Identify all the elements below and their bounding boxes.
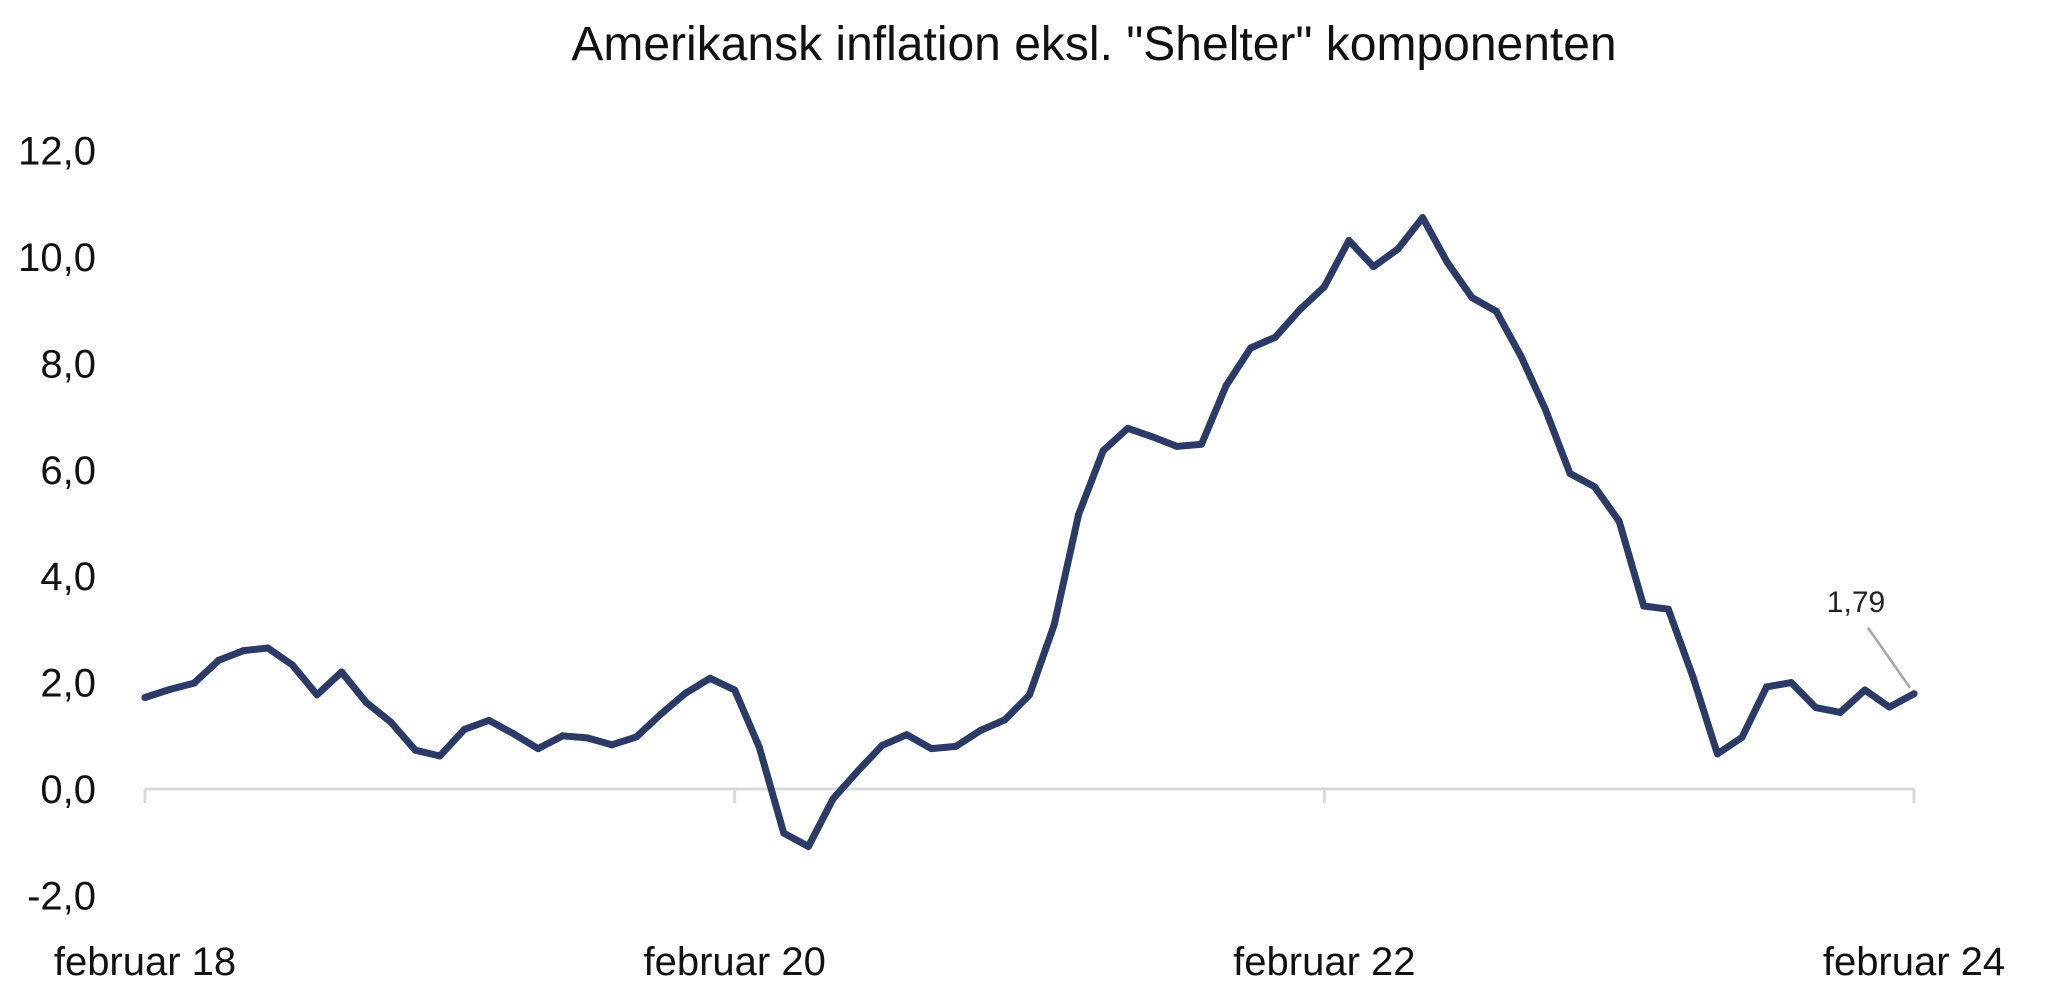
- data-point: [1173, 442, 1181, 450]
- y-tick-label: 10,0: [18, 236, 96, 280]
- data-point: [1419, 214, 1427, 222]
- data-point: [1492, 307, 1500, 315]
- data-point: [1197, 440, 1205, 448]
- data-point: [1836, 708, 1844, 716]
- data-point: [1124, 424, 1132, 432]
- data-point: [141, 693, 149, 701]
- y-tick-label: -2,0: [27, 874, 96, 918]
- data-point: [460, 725, 468, 733]
- data-point: [362, 698, 370, 706]
- data-point: [682, 689, 690, 697]
- y-tick-label: 0,0: [40, 768, 96, 812]
- data-point: [1763, 683, 1771, 691]
- data-point: [1517, 352, 1525, 360]
- data-point: [1394, 245, 1402, 253]
- data-point: [1026, 691, 1033, 699]
- annotation-layer: 1,79: [1827, 586, 1912, 689]
- data-point: [927, 745, 935, 753]
- data-point: [829, 795, 837, 803]
- y-axis-tick-labels: -2,0 0,0 2,0 4,0 6,0 8,0 10,0 12,0: [18, 130, 96, 919]
- data-point: [1443, 258, 1451, 266]
- data-point: [976, 726, 984, 734]
- series-line: [141, 214, 1918, 850]
- data-point: [1222, 382, 1230, 390]
- data-point: [755, 743, 763, 751]
- y-tick-label: 4,0: [40, 555, 96, 599]
- data-point: [780, 829, 788, 837]
- data-point: [1271, 333, 1279, 341]
- data-point: [706, 674, 714, 682]
- data-point: [485, 716, 493, 724]
- data-point: [1640, 602, 1648, 610]
- data-point: [608, 741, 616, 749]
- data-point: [1247, 344, 1255, 352]
- data-point: [1148, 433, 1156, 441]
- x-axis: februar 18 februar 20 februar 22 februar 24: [54, 787, 2005, 984]
- data-point: [1320, 283, 1328, 291]
- data-point: [1541, 406, 1549, 414]
- y-tick-label: 2,0: [40, 662, 96, 706]
- data-point: [583, 734, 591, 742]
- data-point: [1713, 750, 1721, 758]
- data-point: [903, 731, 911, 739]
- x-tick-label: februar 24: [1823, 940, 2005, 984]
- data-point: [1885, 703, 1893, 711]
- data-point: [1345, 237, 1353, 245]
- data-point: [878, 741, 886, 749]
- data-point: [1615, 517, 1623, 525]
- data-point: [166, 686, 174, 694]
- data-point: [1812, 704, 1820, 712]
- data-point: [1591, 483, 1599, 491]
- data-point: [387, 718, 395, 726]
- x-tick-label: februar 20: [643, 940, 825, 984]
- chart-title: Amerikansk inflation eksl. "Shelter" kom…: [571, 18, 1616, 71]
- x-tick-label: februar 22: [1233, 940, 1415, 984]
- data-point: [1369, 263, 1377, 271]
- data-point: [1099, 447, 1107, 455]
- data-point: [1050, 621, 1058, 629]
- data-point: [632, 733, 640, 741]
- data-point: [559, 732, 567, 740]
- x-tick-label: februar 18: [54, 940, 236, 984]
- data-point: [1468, 293, 1476, 301]
- data-point: [1861, 686, 1869, 694]
- data-point: [804, 842, 812, 850]
- data-point: [854, 767, 862, 775]
- data-point: [1689, 673, 1697, 681]
- data-point: [1664, 605, 1672, 613]
- data-point: [215, 656, 223, 664]
- data-point: [952, 742, 960, 750]
- data-point: [190, 679, 198, 687]
- data-point: [510, 730, 518, 738]
- data-point: [313, 691, 321, 699]
- y-tick-label: 6,0: [40, 449, 96, 493]
- data-point: [338, 668, 346, 676]
- data-point: [731, 686, 739, 694]
- data-point: [534, 745, 542, 753]
- data-point: [1296, 306, 1304, 314]
- data-point: [239, 647, 247, 655]
- y-tick-label: 12,0: [18, 130, 96, 174]
- data-point: [1075, 510, 1083, 518]
- y-tick-label: 8,0: [40, 342, 96, 386]
- data-point: [1566, 470, 1574, 478]
- annotation-leader-line: [1866, 627, 1912, 689]
- series-layer: [141, 214, 1918, 850]
- data-point: [1001, 716, 1009, 724]
- data-point: [264, 644, 272, 652]
- data-point: [1738, 733, 1746, 741]
- data-point: [1787, 679, 1795, 687]
- data-label: 1,79: [1827, 586, 1885, 619]
- data-point: [411, 746, 419, 754]
- data-point: [436, 752, 444, 760]
- data-point: [288, 661, 296, 669]
- data-point: [657, 710, 665, 718]
- data-point: [1910, 690, 1918, 698]
